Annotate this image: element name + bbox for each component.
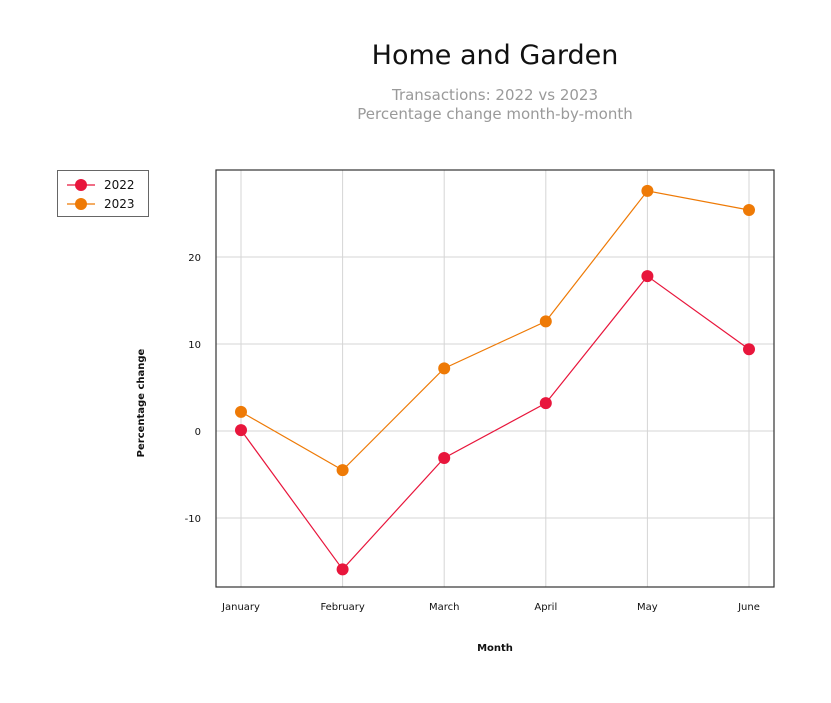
y-tick-label: -10 [185,514,201,525]
data-point-2022[interactable] [641,270,654,283]
x-axis-label: Month [477,643,513,654]
legend: 2022 2023 [57,170,149,217]
legend-label-2023: 2023 [104,197,135,211]
x-tick-label: February [320,602,364,613]
y-tick-label: 10 [188,340,201,351]
legend-marker-2023-icon [67,198,95,210]
data-point-2023[interactable] [743,204,755,217]
data-point-2023[interactable] [539,315,552,328]
x-tick-label: April [534,602,557,613]
data-point-2023[interactable] [235,405,247,418]
series-line-2023 [240,190,750,471]
data-point-2023[interactable] [641,184,654,197]
y-tick-label: 20 [188,253,201,264]
y-tick-label: 0 [195,427,201,438]
x-tick-labels: January February March April May June [221,602,760,613]
legend-marker-2022-icon [67,179,95,191]
chart-subtitle-line-2: Percentage change month-by-month [357,105,633,123]
x-tick-label: January [221,602,260,613]
data-point-2022[interactable] [438,451,451,464]
data-point-2023[interactable] [336,464,349,477]
data-point-2022[interactable] [539,397,552,410]
data-point-2023[interactable] [438,362,451,375]
series-layer [235,184,755,576]
grid-layer [216,170,774,587]
legend-item-2023[interactable]: 2023 [66,195,135,213]
x-tick-label: May [637,602,658,613]
data-point-2022[interactable] [743,343,755,356]
plot-frame [215,169,775,588]
chart-subtitle-line-1: Transactions: 2022 vs 2023 [391,86,599,104]
data-point-2022[interactable] [235,424,247,437]
data-point-2022[interactable] [336,563,349,576]
x-tick-label: March [429,602,459,613]
y-tick-labels: -10 0 10 20 [185,253,201,525]
y-axis-label: Percentage change [136,348,147,457]
legend-item-2022[interactable]: 2022 [66,176,135,194]
legend-label-2022: 2022 [104,178,135,192]
series-line-2022 [240,275,750,571]
x-tick-label: June [737,602,760,613]
chart-title: Home and Garden [371,40,619,71]
